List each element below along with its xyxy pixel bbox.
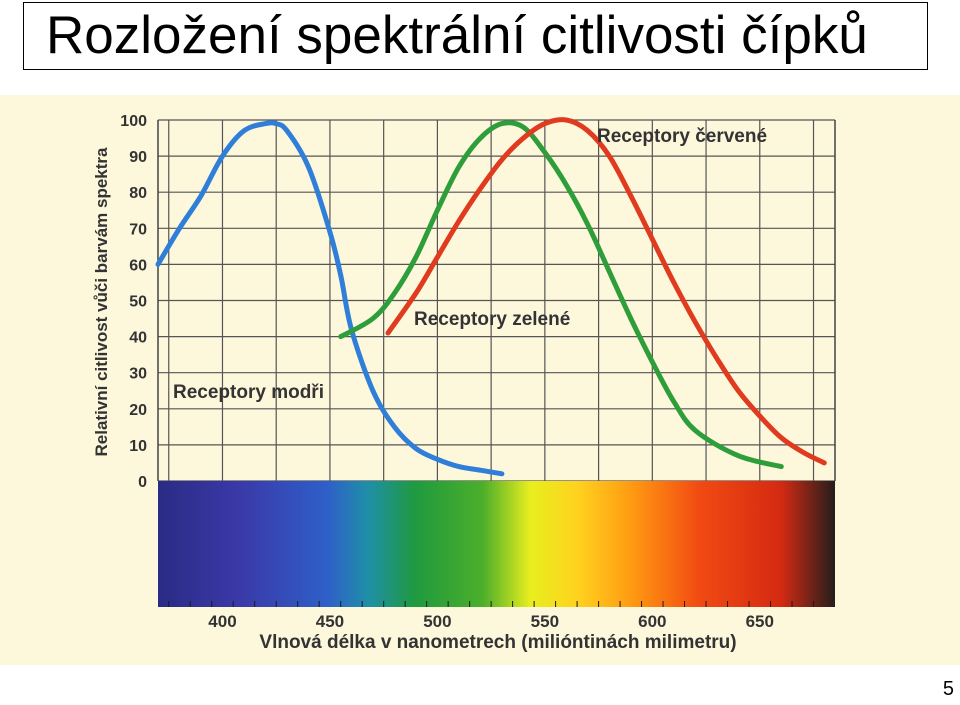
y-tick-label: 50	[129, 294, 147, 311]
x-tick-labels: 400 450 500 550 600 650	[208, 612, 774, 631]
slide-title: Rozložení spektrální citlivosti čípků	[23, 2, 928, 70]
page-number: 5	[942, 678, 954, 700]
color-spectrum-bar	[158, 481, 835, 607]
y-tick-label: 30	[129, 366, 147, 383]
y-tick-label: 80	[129, 185, 147, 202]
series-line-2	[385, 117, 827, 466]
series-line-0	[155, 120, 505, 477]
y-tick-label: 70	[129, 221, 147, 238]
x-tick-label: 500	[423, 612, 451, 631]
y-tick-label: 100	[120, 113, 147, 130]
x-axis-label: Vlnová délka v nanometrech (milióntinách…	[259, 632, 736, 653]
y-tick-labels: 0 10 20 30 40 50 60 70 80 90 100	[120, 113, 147, 491]
y-tick-label: 60	[129, 257, 147, 274]
series-label-green: Receptory zelené	[414, 309, 570, 330]
y-tick-label: 20	[129, 402, 147, 419]
series-line-1	[338, 120, 784, 470]
x-tick-label: 650	[746, 612, 774, 631]
series-label-red: Receptory červené	[597, 126, 767, 147]
y-tick-label: 10	[129, 438, 147, 455]
series-lines	[155, 117, 827, 477]
y-tick-label: 0	[138, 474, 147, 491]
grid	[157, 119, 836, 482]
x-tick-label: 550	[531, 612, 559, 631]
x-tick-label: 450	[316, 612, 344, 631]
x-tick-label: 400	[208, 612, 236, 631]
spectrum-ticks	[168, 601, 815, 607]
y-tick-label: 40	[129, 330, 147, 347]
y-tick-label: 90	[129, 149, 147, 166]
series-label-blue: Receptory modři	[173, 382, 324, 403]
y-axis-label: Relativní citlivost vůči barvám spektra	[92, 147, 111, 457]
x-tick-label: 600	[638, 612, 666, 631]
